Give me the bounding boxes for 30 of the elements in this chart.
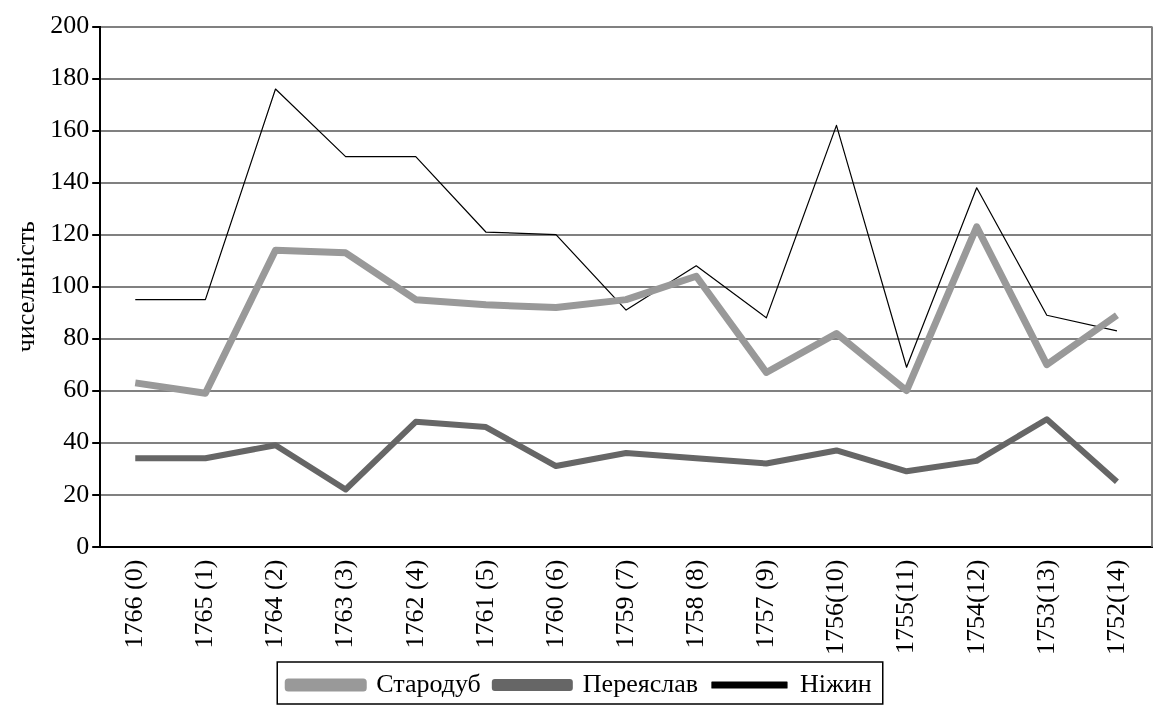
x-tick-label: 1762 (4) <box>399 559 429 649</box>
y-tick-label: 80 <box>63 322 90 352</box>
y-tick-label: 140 <box>50 166 90 196</box>
x-tick-label: 1766 (0) <box>119 559 149 649</box>
y-tick-label: 200 <box>50 10 90 40</box>
x-tick-label: 1753(13) <box>1030 559 1060 656</box>
x-tick-label: 1761 (5) <box>469 559 499 649</box>
y-tick-label: 120 <box>50 218 90 248</box>
legend-label: Переяслав <box>582 668 698 698</box>
y-tick-label: 180 <box>50 62 90 92</box>
x-tick-label: 1764 (2) <box>259 559 289 649</box>
y-tick-label: 40 <box>63 426 90 456</box>
y-tick-label: 0 <box>76 530 90 560</box>
x-tick-label: 1755(11) <box>890 559 920 655</box>
x-tick-label: 1759 (7) <box>609 559 639 649</box>
legend-label: Стародуб <box>376 668 481 698</box>
x-tick-label: 1752(14) <box>1100 559 1130 656</box>
x-tick-label: 1754(12) <box>960 559 990 656</box>
x-tick-label: 1765 (1) <box>189 559 219 649</box>
x-tick-label: 1758 (8) <box>680 559 710 649</box>
y-tick-label: 100 <box>50 270 90 300</box>
x-tick-label: 1756(10) <box>820 559 850 656</box>
legend-label: Ніжин <box>799 668 872 698</box>
y-tick-label: 20 <box>63 478 90 508</box>
y-axis-title: чисельність <box>11 220 41 353</box>
x-tick-label: 1757 (9) <box>750 559 780 649</box>
y-tick-label: 60 <box>63 374 90 404</box>
x-tick-label: 1760 (6) <box>539 559 569 649</box>
x-tick-label: 1763 (3) <box>329 559 359 649</box>
y-tick-label: 160 <box>50 114 90 144</box>
